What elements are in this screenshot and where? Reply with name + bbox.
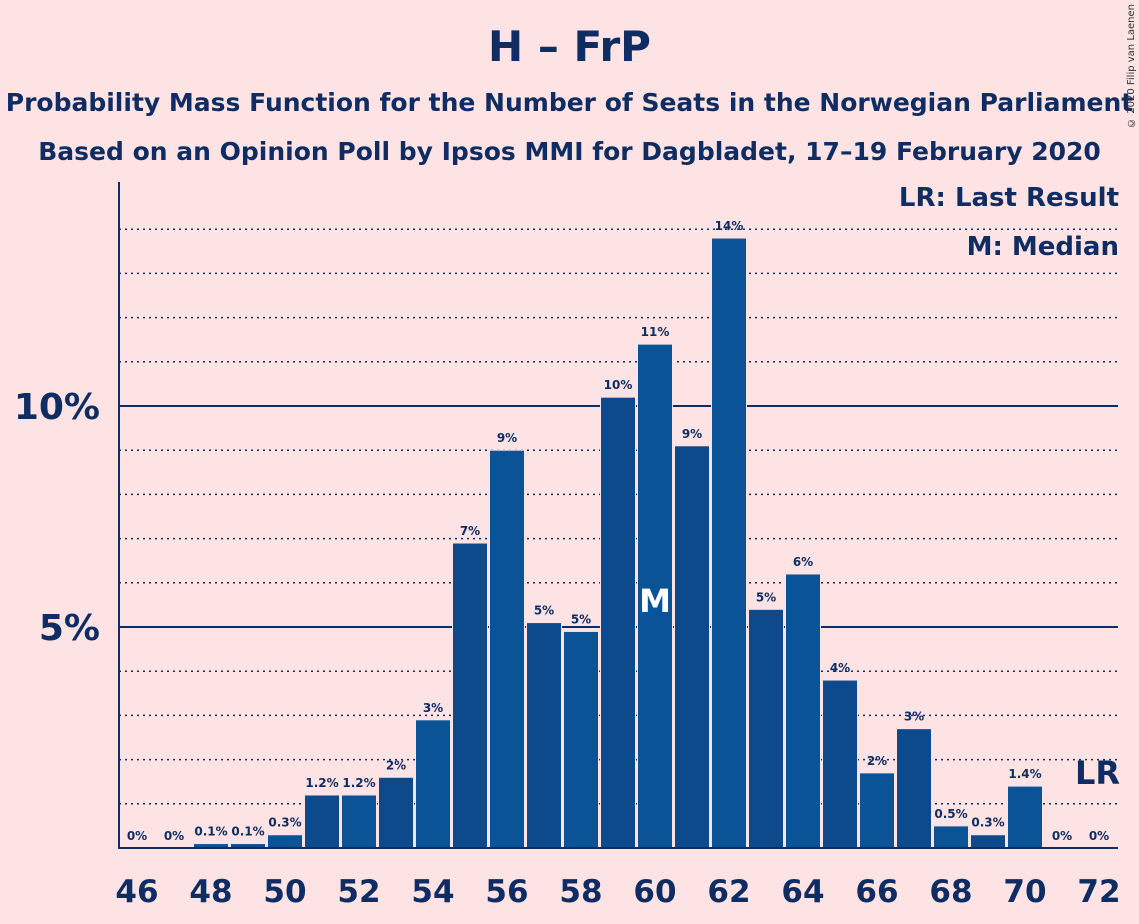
bar-seat-68 bbox=[933, 825, 969, 849]
x-tick-label: 68 bbox=[929, 874, 972, 910]
bar-seat-56 bbox=[489, 449, 525, 849]
bar-seat-52 bbox=[341, 794, 377, 849]
last-result-marker: LR bbox=[1075, 754, 1120, 792]
bar-seat-55 bbox=[452, 542, 488, 849]
x-tick-label: 54 bbox=[411, 874, 454, 910]
x-tick-label: 50 bbox=[263, 874, 306, 910]
x-tick-label: 60 bbox=[633, 874, 676, 910]
data-label-seat-53: 2% bbox=[386, 758, 406, 772]
data-label-seat-52: 1.2% bbox=[342, 776, 375, 790]
median-marker: M bbox=[639, 582, 671, 620]
bar-seat-64 bbox=[785, 573, 821, 849]
data-label-seat-63: 5% bbox=[756, 590, 776, 604]
bar-seat-69 bbox=[970, 834, 1006, 849]
data-label-seat-54: 3% bbox=[423, 701, 443, 715]
data-label-seat-56: 9% bbox=[497, 431, 517, 445]
x-tick-label: 70 bbox=[1003, 874, 1046, 910]
x-tick-label: 72 bbox=[1077, 874, 1120, 910]
data-label-seat-55: 7% bbox=[460, 524, 480, 538]
bar-seat-59 bbox=[600, 396, 636, 849]
data-label-seat-47: 0% bbox=[164, 829, 184, 843]
data-label-seat-51: 1.2% bbox=[305, 776, 338, 790]
bar-seat-67 bbox=[896, 728, 932, 849]
bar-seat-58 bbox=[563, 630, 599, 849]
chart-subtitle-1: Probability Mass Function for the Number… bbox=[5, 88, 1134, 117]
data-label-seat-68: 0.5% bbox=[934, 807, 967, 821]
legend-last-result: LR: Last Result bbox=[898, 183, 1119, 213]
x-tick-label: 66 bbox=[855, 874, 898, 910]
data-label-seat-66: 2% bbox=[867, 754, 887, 768]
data-label-seat-72: 0% bbox=[1089, 829, 1109, 843]
data-label-seat-67: 3% bbox=[904, 710, 924, 724]
data-label-seat-60: 11% bbox=[641, 325, 670, 339]
bar-seat-70 bbox=[1007, 785, 1043, 849]
data-label-seat-48: 0.1% bbox=[194, 825, 227, 839]
data-label-seat-70: 1.4% bbox=[1008, 767, 1041, 781]
data-label-seat-65: 4% bbox=[830, 661, 850, 675]
bar-seat-54 bbox=[415, 719, 451, 849]
chart-title: H – FrP bbox=[488, 22, 651, 71]
bar-seat-53 bbox=[378, 776, 414, 849]
bar-seat-62 bbox=[711, 237, 747, 849]
x-tick-label: 48 bbox=[189, 874, 232, 910]
data-label-seat-50: 0.3% bbox=[268, 816, 301, 830]
data-label-seat-64: 6% bbox=[793, 555, 813, 569]
data-label-seat-71: 0% bbox=[1052, 829, 1072, 843]
data-label-seat-61: 9% bbox=[682, 427, 702, 441]
chart-subtitle-2: Based on an Opinion Poll by Ipsos MMI fo… bbox=[38, 137, 1101, 166]
x-tick-label: 52 bbox=[337, 874, 380, 910]
bar-seat-51 bbox=[304, 794, 340, 849]
bar-seat-50 bbox=[267, 834, 303, 849]
x-tick-label: 64 bbox=[781, 874, 824, 910]
bar-seat-60 bbox=[637, 343, 673, 849]
x-tick-label: 58 bbox=[559, 874, 602, 910]
bar-seat-65 bbox=[822, 679, 858, 849]
bar-seat-66 bbox=[859, 772, 895, 849]
x-tick-label: 56 bbox=[485, 874, 528, 910]
bar-seat-61 bbox=[674, 445, 710, 849]
bar-seat-63 bbox=[748, 608, 784, 849]
data-label-seat-46: 0% bbox=[127, 829, 147, 843]
y-tick-label: 5% bbox=[39, 608, 100, 649]
data-label-seat-58: 5% bbox=[571, 612, 591, 626]
data-label-seat-62: 14% bbox=[715, 219, 744, 233]
data-label-seat-59: 10% bbox=[604, 378, 633, 392]
bar-seat-57 bbox=[526, 622, 562, 849]
x-tick-label: 62 bbox=[707, 874, 750, 910]
data-label-seat-69: 0.3% bbox=[971, 816, 1004, 830]
x-tick-label: 46 bbox=[115, 874, 158, 910]
data-label-seat-49: 0.1% bbox=[231, 825, 264, 839]
legend-median: M: Median bbox=[966, 232, 1119, 262]
data-label-seat-57: 5% bbox=[534, 604, 554, 618]
y-tick-label: 10% bbox=[14, 387, 100, 428]
